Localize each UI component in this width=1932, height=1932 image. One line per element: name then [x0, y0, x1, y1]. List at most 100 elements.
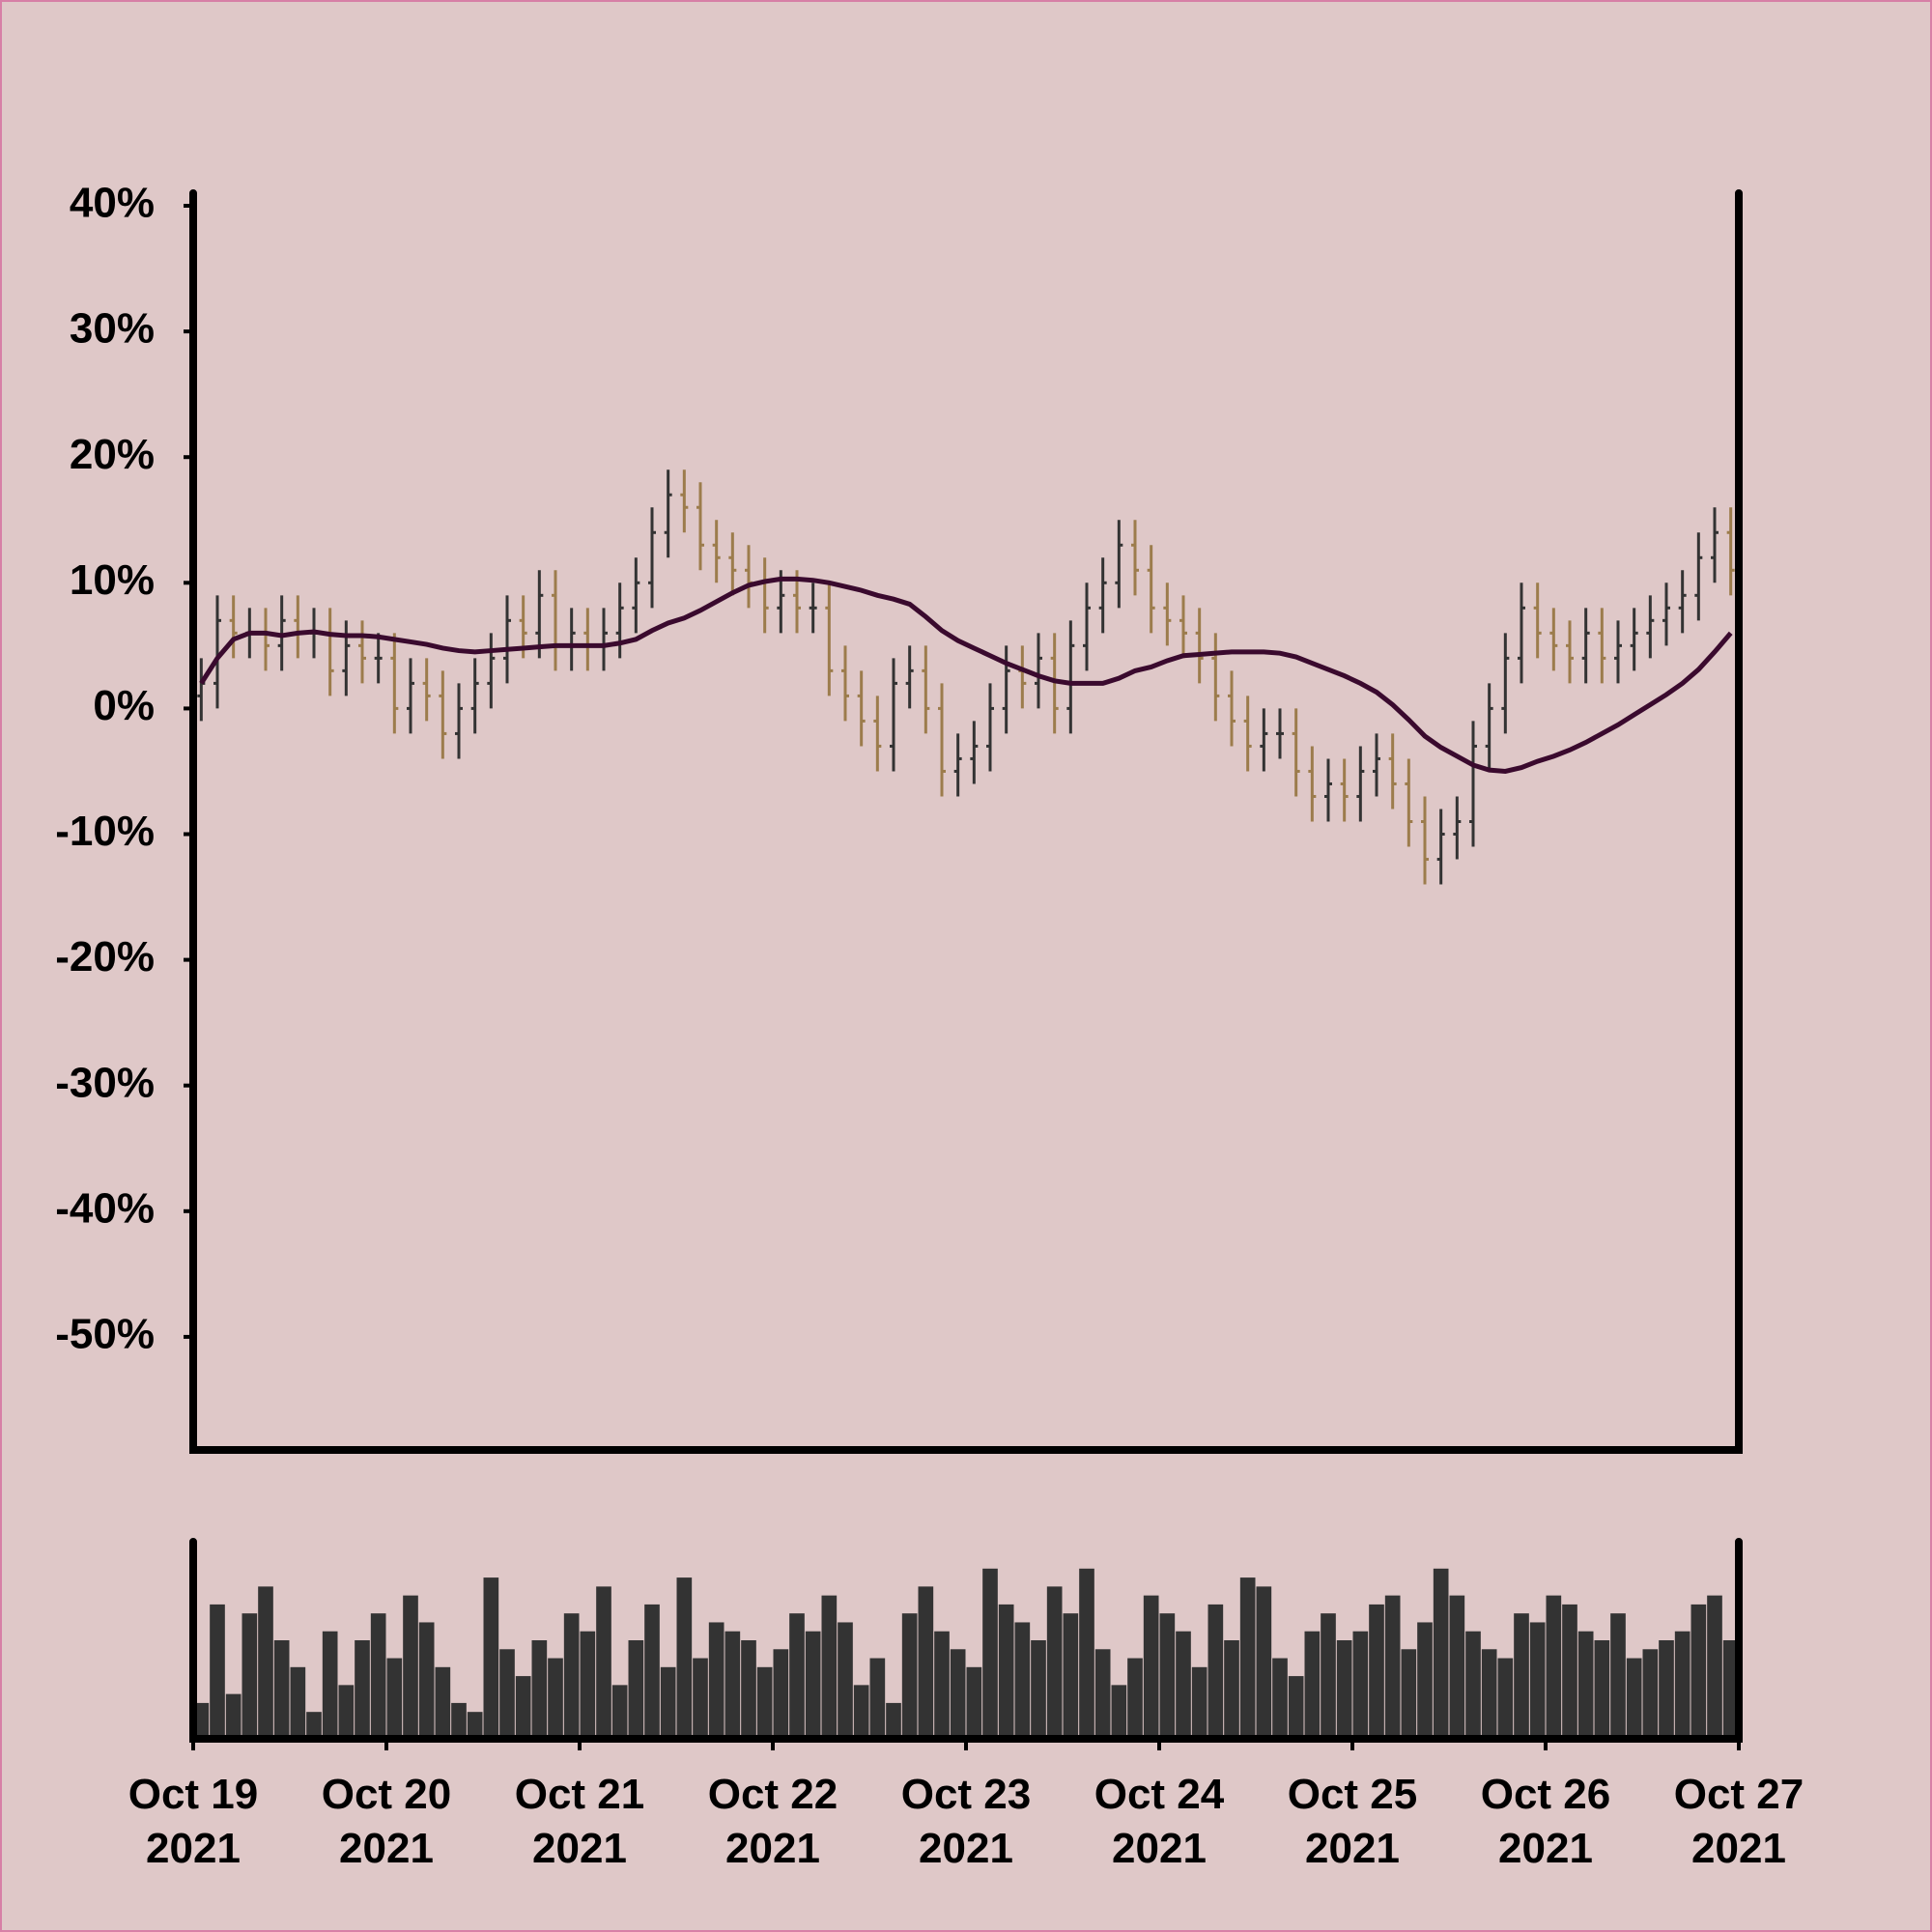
volume-bar: [1417, 1622, 1433, 1739]
volume-bar: [869, 1658, 886, 1739]
volume-bar: [1384, 1595, 1401, 1739]
volume-bar: [1577, 1631, 1594, 1739]
volume-bar: [306, 1712, 322, 1739]
y-tick-label: -50%: [55, 1311, 155, 1358]
volume-bar: [1239, 1577, 1256, 1739]
volume-bar: [1352, 1631, 1369, 1739]
volume-bar: [1159, 1613, 1176, 1739]
x-tick-label: Oct 25 2021: [1287, 1771, 1418, 1872]
volume-bar: [515, 1676, 531, 1739]
volume-bar: [1288, 1676, 1304, 1739]
volume-bar: [548, 1658, 563, 1739]
x-tick-label: Oct 21 2021: [514, 1771, 645, 1872]
x-tick-label: Oct 22 2021: [707, 1771, 838, 1872]
volume-bar: [1369, 1604, 1384, 1739]
volume-bar: [724, 1631, 741, 1739]
volume-bar: [741, 1640, 756, 1739]
volume-bar: [322, 1631, 338, 1739]
volume-bar: [693, 1658, 708, 1739]
volume-bar: [225, 1693, 242, 1739]
volume-bar: [676, 1577, 693, 1739]
x-tick-label: Oct 20 2021: [321, 1771, 452, 1872]
volume-bar: [901, 1613, 918, 1739]
volume-bar: [1481, 1649, 1497, 1739]
volume-bar: [1079, 1568, 1094, 1739]
volume-bar: [355, 1640, 370, 1739]
volume-bar: [1722, 1640, 1739, 1739]
y-tick-label: 10%: [70, 556, 155, 604]
volume-bar: [1433, 1568, 1449, 1739]
volume-bar: [531, 1640, 548, 1739]
x-tick-label: Oct 27 2021: [1673, 1771, 1804, 1872]
y-tick-label: -30%: [55, 1059, 155, 1106]
volume-bar: [1626, 1658, 1642, 1739]
volume-bar: [1562, 1604, 1577, 1739]
volume-bar: [1465, 1631, 1481, 1739]
volume-bar: [966, 1666, 982, 1739]
volume-bar: [418, 1622, 435, 1739]
volume-bar: [483, 1577, 499, 1739]
volume-bar: [1111, 1685, 1127, 1739]
volume-bar: [370, 1613, 386, 1739]
volume-bar: [628, 1640, 644, 1739]
volume-bar: [242, 1613, 258, 1739]
volume-bar: [1224, 1640, 1239, 1739]
volume-bar: [1143, 1595, 1159, 1739]
volume-bar: [338, 1685, 355, 1739]
volume-bar: [918, 1586, 934, 1739]
y-tick-label: -10%: [55, 808, 155, 855]
volume-bar: [1046, 1586, 1063, 1739]
volume-bar: [386, 1658, 403, 1739]
x-tick-label: Oct 26 2021: [1480, 1771, 1611, 1872]
axis-frame: [189, 1538, 1743, 1743]
volume-bar: [805, 1631, 821, 1739]
volume-bar: [258, 1586, 273, 1739]
volume-bar: [934, 1631, 950, 1739]
volume-bar: [1514, 1613, 1529, 1739]
volume-bar: [821, 1595, 838, 1739]
volume-bar: [451, 1702, 467, 1739]
y-tick-label: 40%: [70, 180, 155, 227]
volume-bar: [1546, 1595, 1562, 1739]
volume-bar: [886, 1702, 901, 1739]
volume-bar: [773, 1649, 789, 1739]
x-tick-label: Oct 23 2021: [900, 1771, 1032, 1872]
x-tick-label: Oct 19 2021: [128, 1771, 259, 1872]
volume-bar: [1497, 1658, 1514, 1739]
volume-bar: [1272, 1658, 1288, 1739]
volume-bar: [1610, 1613, 1626, 1739]
volume-bar: [982, 1568, 998, 1739]
volume-bar: [403, 1595, 418, 1739]
volume-bar: [1401, 1649, 1417, 1739]
volume-bar: [1191, 1666, 1208, 1739]
volume-bar: [1014, 1622, 1031, 1739]
axis-frame: [189, 189, 1743, 1454]
volume-bar: [1642, 1649, 1659, 1739]
volume-bar: [1449, 1595, 1465, 1739]
y-tick-label: 0%: [93, 682, 155, 729]
volume-bar: [611, 1685, 628, 1739]
volume-bar: [1208, 1604, 1224, 1739]
y-tick-label: 30%: [70, 305, 155, 353]
volume-bar: [1304, 1631, 1321, 1739]
volume-bar: [1094, 1649, 1111, 1739]
volume-bar: [708, 1622, 724, 1739]
volume-bar: [853, 1685, 869, 1739]
volume-bar: [838, 1622, 853, 1739]
y-tick-label: 20%: [70, 431, 155, 478]
volume-bar: [644, 1604, 660, 1739]
volume-bar: [563, 1613, 580, 1739]
volume-bar: [1594, 1640, 1610, 1739]
volume-bar: [467, 1712, 483, 1739]
volume-bar: [290, 1666, 306, 1739]
volume-bar: [789, 1613, 805, 1739]
volume-bar: [1690, 1604, 1707, 1739]
y-tick-label: -40%: [55, 1184, 155, 1232]
moving-average-line: [199, 576, 1733, 774]
volume-bar: [1659, 1640, 1674, 1739]
volume-bar: [1321, 1613, 1336, 1739]
x-tick-label: Oct 24 2021: [1094, 1771, 1225, 1872]
volume-bar: [1256, 1586, 1272, 1739]
volume-bar: [756, 1666, 773, 1739]
